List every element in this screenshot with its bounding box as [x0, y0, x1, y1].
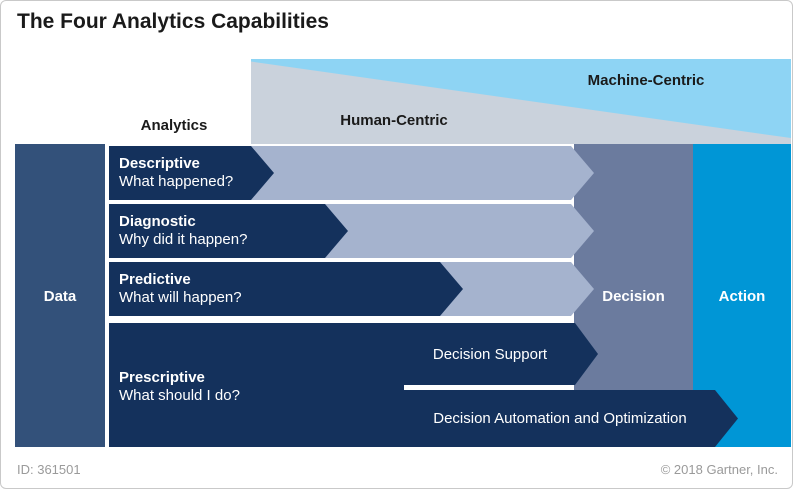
decision-label: Decision — [602, 288, 665, 305]
analytics-label: Analytics — [140, 117, 208, 134]
arrow-descriptive — [109, 146, 274, 200]
data-column — [15, 144, 105, 447]
row-label-prescriptive: Prescriptive What should I do? — [119, 369, 240, 405]
row-question: What happened? — [119, 173, 234, 190]
row-name: Descriptive — [119, 155, 200, 172]
human-centric-label: Human-Centric — [340, 112, 448, 129]
row-name: Diagnostic — [119, 213, 196, 230]
row-name: Prescriptive — [119, 369, 205, 386]
arrow-diagnostic — [109, 204, 348, 258]
data-label: Data — [43, 288, 77, 305]
row-label-predictive: Predictive What will happen? — [119, 271, 242, 307]
arrow-predictive — [109, 262, 463, 316]
action-label: Action — [718, 288, 766, 305]
arrow-decision-support — [109, 323, 598, 385]
row-label-descriptive: Descriptive What happened? — [119, 155, 233, 191]
decision-support-label: Decision Support — [432, 345, 548, 363]
row-question: What will happen? — [119, 289, 242, 306]
document-id: ID: 361501 — [17, 462, 81, 477]
row-label-diagnostic: Diagnostic Why did it happen? — [119, 213, 247, 249]
machine-centric-band — [251, 59, 791, 144]
decision-automation-label: Decision Automation and Optimization — [433, 410, 687, 427]
prescriptive-block-filler — [109, 385, 404, 390]
row-question: Why did it happen? — [119, 231, 248, 248]
machine-centric-label: Machine-Centric — [587, 72, 705, 89]
page-title: The Four Analytics Capabilities — [17, 10, 329, 33]
arrow-decision-automation — [109, 390, 738, 447]
copyright: © 2018 Gartner, Inc. — [660, 462, 778, 477]
row-question: What should I do? — [119, 387, 240, 404]
row-name: Predictive — [119, 271, 191, 288]
